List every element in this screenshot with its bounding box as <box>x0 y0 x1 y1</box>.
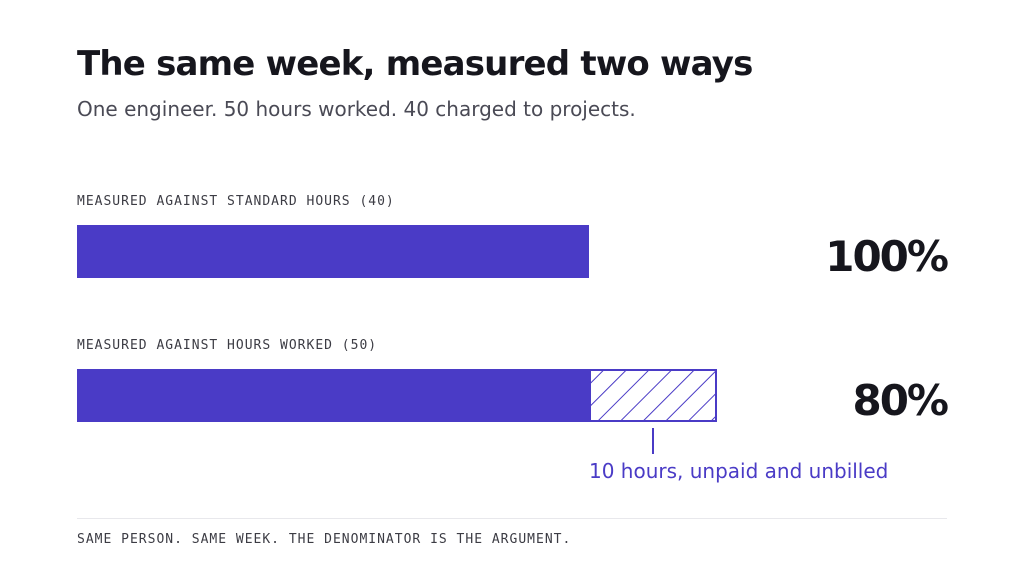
bar-unbilled-2 <box>589 369 717 422</box>
bar-charged-1 <box>77 225 589 278</box>
unbilled-annotation: 10 hours, unpaid and unbilled <box>589 459 889 483</box>
row-value-standard-hours: 100% <box>825 232 949 281</box>
row-value-hours-worked: 80% <box>852 376 949 425</box>
footer-divider <box>77 518 947 519</box>
chart-title: The same week, measured two ways <box>77 44 753 84</box>
bars-layer <box>77 225 717 454</box>
bar-charged-2 <box>77 369 589 422</box>
footer-note: SAME PERSON. SAME WEEK. THE DENOMINATOR … <box>77 532 572 547</box>
chart-subtitle: One engineer. 50 hours worked. 40 charge… <box>77 97 636 121</box>
row-label-standard-hours: MEASURED AGAINST STANDARD HOURS (40) <box>77 194 395 209</box>
row-label-hours-worked: MEASURED AGAINST HOURS WORKED (50) <box>77 338 378 353</box>
